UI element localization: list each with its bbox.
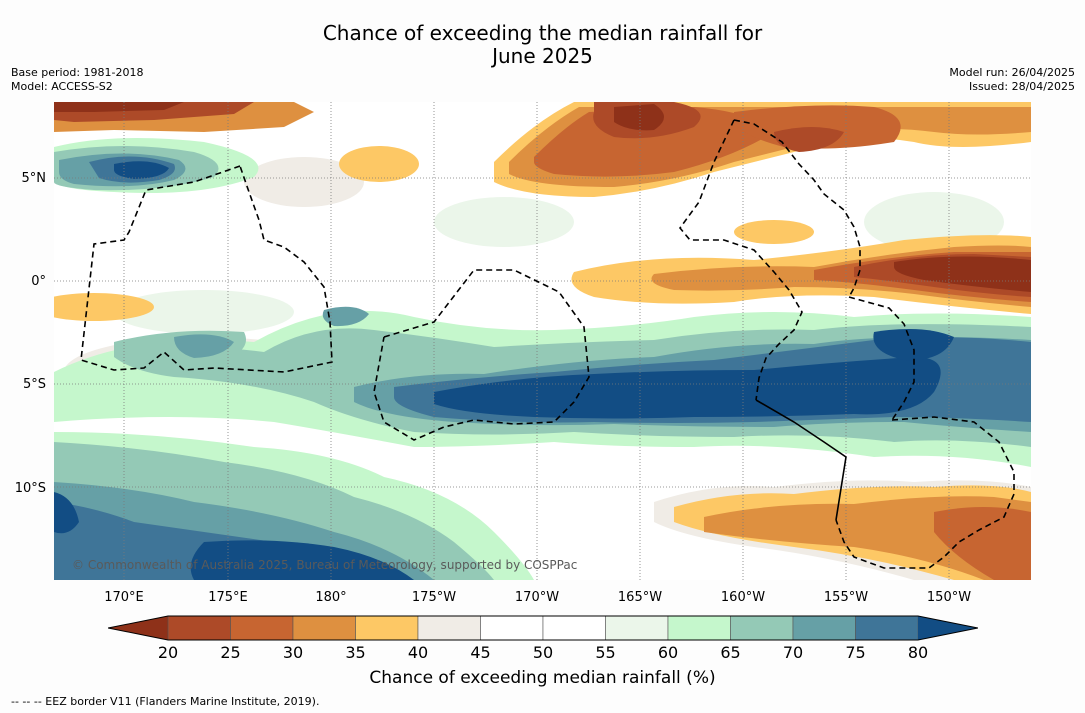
lat-label-10s: 10°S: [14, 481, 46, 496]
colorbar-tick-label: 60: [657, 643, 679, 662]
colorbar-segment: [542, 615, 606, 641]
dry-region: [54, 102, 184, 112]
colorbar-segments: [167, 615, 919, 641]
colorbar-tick-label: 65: [720, 643, 741, 662]
lon-label-170w: 170°W: [514, 590, 560, 605]
wet-region: [114, 161, 169, 179]
lat-label-5n: 5°N: [21, 171, 47, 186]
lat-label-0: 0°: [31, 274, 46, 289]
lon-label-180: 180°: [315, 590, 347, 605]
light-green-region: [114, 290, 294, 334]
base-period: Base period: 1981-2018: [11, 66, 144, 79]
issued-date: Issued: 28/04/2025: [968, 80, 1075, 93]
colorbar-segment: [480, 615, 544, 641]
lon-label-160w: 160°W: [720, 590, 766, 605]
graticule: [54, 102, 1031, 580]
lon-label-170e: 170°E: [104, 590, 144, 605]
colorbar-tick-label: 50: [532, 643, 554, 662]
colorbar-tick-label: 45: [470, 643, 491, 662]
lon-label-175e: 175°E: [208, 590, 248, 605]
colorbar-tick-label: 25: [220, 643, 241, 662]
colorbar-segment: [855, 615, 919, 641]
light-green-region: [434, 197, 574, 247]
model-name: Model: ACCESS-S2: [11, 80, 113, 93]
colorbar-segment: [730, 615, 794, 641]
colorbar-over-arrow: [918, 616, 978, 640]
colorbar-tick-label: 20: [157, 643, 179, 662]
wet-region: [174, 334, 234, 358]
title-line-2: June 2025: [492, 44, 593, 68]
lon-label-150w: 150°W: [926, 590, 972, 605]
dry-region: [339, 146, 419, 182]
colorbar-tick-label: 55: [595, 643, 616, 662]
colorbar-tick-label: 80: [907, 643, 929, 662]
colorbar-segment: [230, 615, 294, 641]
colorbar-segment: [167, 615, 231, 641]
dry-region: [734, 220, 814, 244]
colorbar-tick-label: 35: [345, 643, 366, 662]
colorbar-segment: [667, 615, 731, 641]
colorbar-tick-label: 30: [282, 643, 304, 662]
colorbar-tick-label: 75: [845, 643, 866, 662]
colorbar-tick-label: 70: [782, 643, 804, 662]
dry-region: [774, 127, 844, 152]
map-title: Chance of exceeding the median rainfall …: [0, 22, 1085, 68]
model-run: Model run: 26/04/2025: [949, 66, 1075, 79]
title-line-1: Chance of exceeding the median rainfall …: [322, 21, 763, 45]
lat-label-5s: 5°S: [22, 377, 46, 392]
colorbar-segment: [792, 615, 856, 641]
dry-region: [54, 293, 154, 321]
dry-region: [534, 107, 774, 177]
rainfall-contours: [54, 102, 1031, 580]
colorbar-segment: [417, 615, 481, 641]
dry-region: [894, 256, 1031, 292]
wet-region: [54, 492, 79, 534]
wet-region: [434, 357, 941, 419]
eez-border-solid: [755, 399, 847, 521]
colorbar-segment: [605, 615, 669, 641]
model-info: Base period: 1981-2018 Model: ACCESS-S2: [11, 66, 143, 94]
run-info: Model run: 26/04/2025 Issued: 28/04/2025: [949, 66, 1075, 94]
rainfall-map: [54, 102, 1031, 580]
lon-label-175w: 175°W: [411, 590, 457, 605]
lon-label-155w: 155°W: [823, 590, 869, 605]
colorbar-under-arrow: [108, 616, 168, 640]
colorbar-outline: [108, 615, 978, 641]
dry-region: [934, 507, 1031, 580]
wet-region: [190, 540, 414, 580]
colorbar-tick-label: 40: [407, 643, 429, 662]
grey-region: [244, 157, 364, 207]
colorbar-segment: [355, 615, 419, 641]
colorbar-label: Chance of exceeding median rainfall (%): [369, 668, 716, 688]
colorbar: [108, 615, 978, 641]
wet-region: [322, 306, 369, 327]
dry-region: [614, 104, 664, 131]
lon-label-165w: 165°W: [617, 590, 663, 605]
copyright-notice: © Commonwealth of Australia 2025, Bureau…: [72, 558, 578, 572]
eez-border: [80, 119, 1015, 569]
colorbar-segment: [292, 615, 356, 641]
eez-source-note: -- -- -- EEZ border V11 (Flanders Marine…: [11, 695, 320, 708]
wet-region: [873, 328, 954, 361]
